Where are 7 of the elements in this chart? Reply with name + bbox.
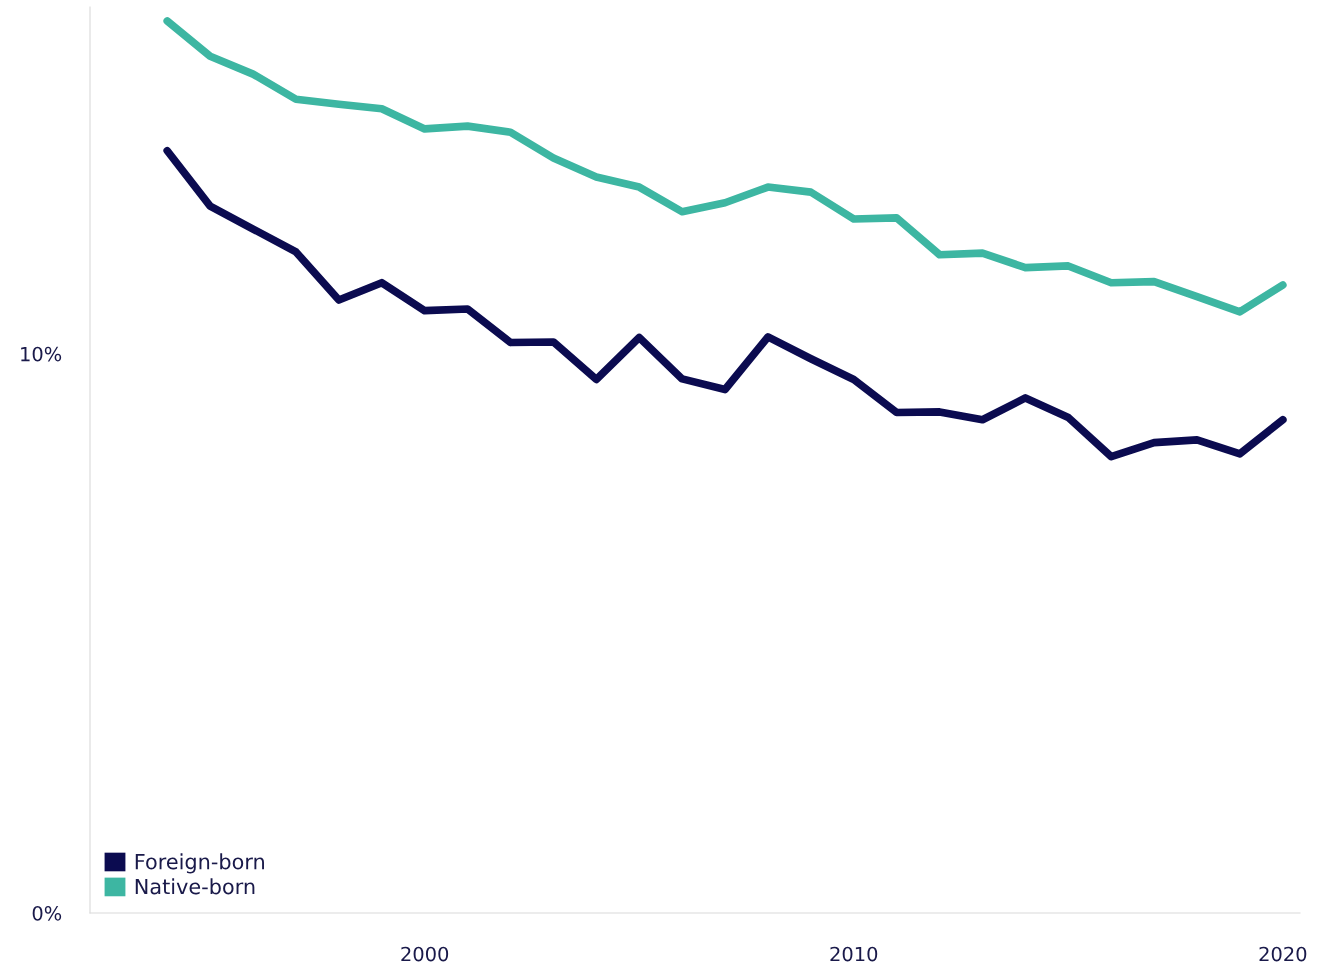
y-tick-label: 10% (21, 346, 62, 362)
legend-label: Foreign-born (135, 853, 264, 874)
x-tick-label: 2000 (401, 946, 449, 962)
y-tick-label: 0% (32, 905, 62, 921)
legend-label: Native-born (135, 878, 255, 895)
x-tick-label: 2010 (830, 946, 878, 962)
x-tick-label: 2020 (1259, 946, 1307, 962)
